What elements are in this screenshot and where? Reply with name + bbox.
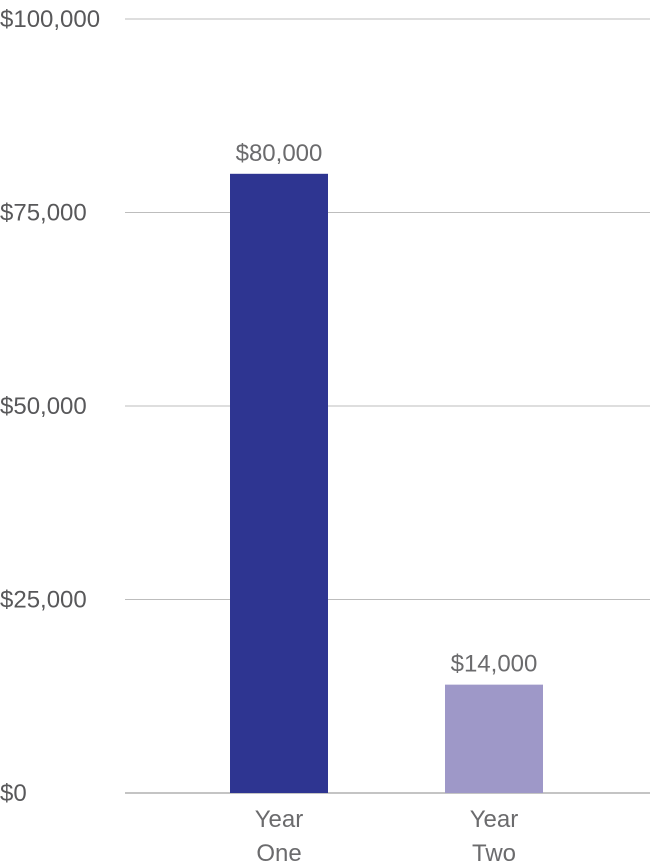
y-axis-tick-labels: $0 $25,000 $50,000 $75,000 $100,000 (0, 6, 100, 807)
y-tick-label: $100,000 (0, 6, 100, 33)
bar (230, 173, 328, 794)
y-tick-label: $0 (0, 780, 27, 807)
x-category-label: One (256, 840, 301, 867)
y-tick-label: $75,000 (0, 200, 87, 227)
bars (230, 173, 543, 794)
data-label: $14,000 (451, 651, 538, 678)
x-category-label: Year (255, 806, 304, 833)
x-axis-category-labels: Year One Year Two (255, 806, 519, 867)
x-category-label: Year (470, 806, 519, 833)
y-tick-label: $25,000 (0, 587, 87, 614)
x-category-label: Two (472, 840, 516, 867)
bar (445, 684, 543, 793)
data-label: $80,000 (236, 140, 323, 167)
y-tick-label: $50,000 (0, 393, 87, 420)
gridlines (125, 18, 650, 794)
data-labels: $80,000 $14,000 (236, 140, 538, 678)
